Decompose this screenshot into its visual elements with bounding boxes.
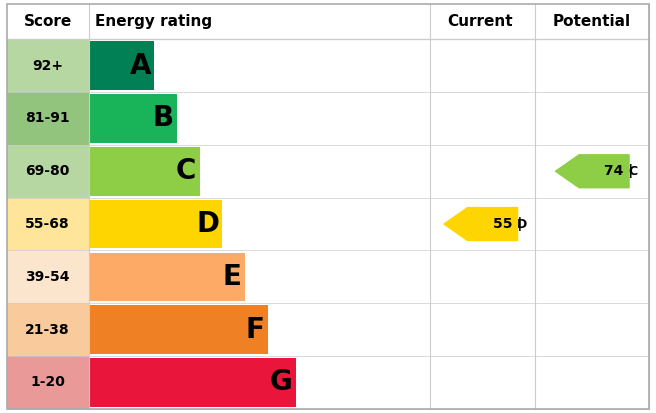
Bar [89,305,268,354]
Bar [7,303,89,356]
Bar [7,250,89,303]
Bar [7,198,89,250]
Text: 69-80: 69-80 [26,164,70,178]
Text: Score: Score [24,14,72,29]
Bar [7,4,649,39]
Text: A: A [129,52,151,80]
Text: 1-20: 1-20 [30,375,65,389]
Text: 81-91: 81-91 [25,112,70,126]
Text: G: G [270,368,293,396]
Text: Current: Current [447,14,514,29]
Text: E: E [223,263,242,291]
Text: D: D [517,218,527,230]
Polygon shape [554,154,630,188]
Text: 55-68: 55-68 [25,217,70,231]
Bar [89,94,177,143]
Bar [7,145,89,198]
Text: 21-38: 21-38 [25,323,70,337]
Text: B: B [153,104,174,133]
Bar [89,200,222,248]
Bar [7,356,89,409]
Text: D: D [196,210,219,238]
Text: C: C [628,165,638,178]
Text: F: F [246,316,264,344]
Text: Energy rating: Energy rating [95,14,213,29]
Bar [89,253,245,301]
Bar [7,39,89,92]
Text: Potential: Potential [553,14,631,29]
Bar [7,92,89,145]
Text: 55 |: 55 | [493,217,522,231]
Bar [89,41,154,90]
Text: 74 |: 74 | [604,164,634,178]
Polygon shape [443,207,518,241]
Bar [89,358,296,407]
Text: 39-54: 39-54 [26,270,70,284]
Text: C: C [176,157,196,185]
Bar [89,147,199,195]
Text: 92+: 92+ [32,59,63,73]
